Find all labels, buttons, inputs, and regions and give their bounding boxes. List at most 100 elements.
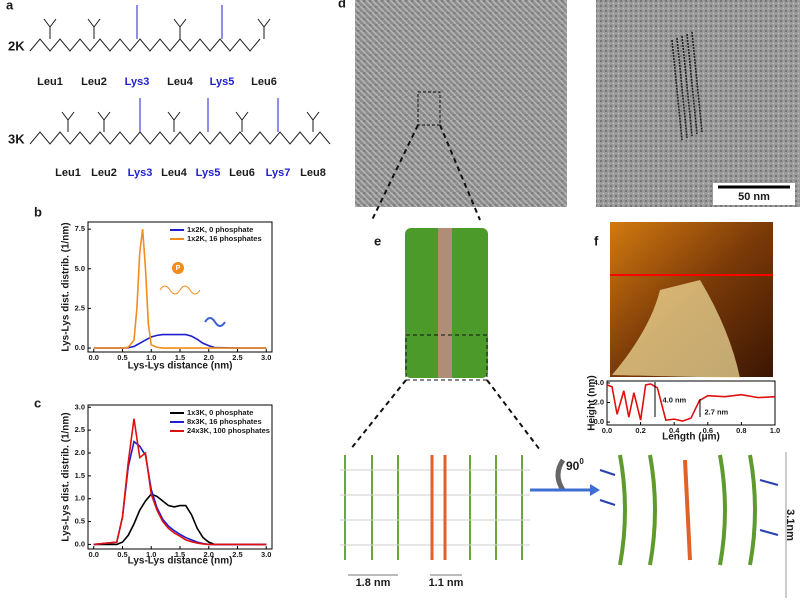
peptide-name: 2K (8, 38, 25, 53)
rotation-angle: 90 (566, 459, 580, 473)
side-chain (43, 18, 57, 39)
y-axis-label: Lys-Lys dist. distrib. (1/nm) (61, 412, 72, 541)
x-tick-label: 1.0 (146, 353, 156, 362)
rotation-icon (555, 458, 566, 492)
panel-label: b (34, 204, 42, 219)
peptide-name: 3K (8, 131, 25, 146)
x-tick-label: 0.5 (117, 353, 127, 362)
backbone (29, 131, 331, 145)
residue-label: Leu6 (251, 76, 277, 88)
x-tick-label: 2.0 (204, 550, 214, 559)
side-chain (306, 111, 320, 132)
x-tick-label: 0.0 (602, 426, 612, 435)
zoom-lines (371, 124, 481, 221)
y-tick-label: 4.0 (594, 378, 604, 387)
x-tick-label: 2.5 (232, 550, 242, 559)
afm-feature (612, 280, 740, 378)
residue-label: Lys5 (210, 76, 235, 88)
legend-label: 1x3K, 0 phosphate (187, 408, 253, 417)
dimension-label: 1.8 nm (356, 577, 391, 589)
residue-label: Leu2 (91, 167, 117, 179)
x-axis-label: Length (μm) (662, 432, 720, 443)
x-tick-label: 1.5 (175, 550, 185, 559)
data-line (93, 418, 267, 546)
lys-cartoon (159, 285, 201, 295)
legend-label: 1x2K, 0 phosphate (187, 225, 253, 234)
y-tick-label: 2.0 (75, 448, 85, 457)
rotation-label: 900 (566, 457, 584, 473)
panel-label: d (338, 0, 346, 10)
y-tick-label: 7.5 (75, 224, 85, 233)
residue-label: Lys7 (266, 167, 291, 179)
zoom-lines (349, 379, 541, 451)
x-axis-label: Lys-Lys distance (nm) (128, 361, 233, 372)
tem-image (355, 0, 567, 207)
y-tick-label: 3.0 (75, 402, 85, 411)
charts: 0.0 0.5 1.0 1.5 2.0 2.5 3.00.02.55.07.5Lys-Lys… (61, 221, 780, 567)
residue-label: Lys3 (125, 76, 150, 88)
residue-label: Leu8 (300, 167, 326, 179)
dimension-label: 3.1nm (784, 509, 796, 541)
arrow-head (590, 484, 600, 496)
x-tick-label: 1.0 (146, 550, 156, 559)
zoom-box (417, 91, 441, 126)
side-chain (87, 18, 101, 39)
side-chain (235, 111, 249, 132)
panel-label: f (594, 233, 599, 248)
residue-label: Leu4 (167, 76, 194, 88)
data-line (93, 229, 267, 349)
annotation: 2.7 nm (704, 407, 728, 416)
lys-cartoon (204, 317, 226, 327)
residue-label: Lys3 (128, 167, 153, 179)
x-tick-label: 0.0 (89, 353, 99, 362)
y-axis-label: Lys-Lys dist. distrib. (1/nm) (61, 222, 72, 351)
residue-label: Leu4 (161, 167, 188, 179)
y-tick-label: 0.0 (594, 417, 604, 426)
data-line (93, 493, 267, 546)
data-line (93, 333, 267, 349)
y-axis-label: Height (nm) (587, 375, 598, 431)
residue-label: Leu1 (37, 76, 63, 88)
residue-label: Leu1 (55, 167, 81, 179)
y-tick-label: 2.5 (75, 425, 85, 434)
legend-label: 24x3K, 100 phosphates (187, 426, 270, 435)
height-arrow (654, 382, 701, 417)
phosphate-icon (172, 262, 184, 274)
x-tick-label: 0.4 (669, 426, 680, 435)
y-tick-label: 2.0 (594, 397, 604, 406)
side-chain (257, 18, 271, 39)
panel-label: c (34, 395, 41, 410)
x-tick-label: 0.6 (703, 426, 713, 435)
y-tick-label: 1.0 (75, 494, 85, 503)
phosphate-icon-label: P (176, 265, 181, 272)
scale-bar-label: 50 nm (738, 191, 770, 203)
legend-label: 1x2K, 16 phosphates (187, 234, 262, 243)
side-chain (97, 111, 111, 132)
x-tick-label: 3.0 (261, 550, 271, 559)
side-chain (61, 111, 75, 132)
x-tick-label: 3.0 (261, 353, 271, 362)
side-chain (173, 18, 187, 39)
y-tick-label: 2.5 (75, 303, 85, 312)
tem-image (596, 0, 800, 207)
residue-label: Lys5 (196, 167, 221, 179)
y-tick-label: 0.5 (75, 517, 85, 526)
x-tick-label: 1.0 (770, 426, 780, 435)
residue-label: Leu2 (81, 76, 107, 88)
x-tick-label: 2.0 (204, 353, 214, 362)
panel-label: e (374, 233, 381, 248)
molecular-model (340, 454, 779, 566)
y-tick-label: 1.5 (75, 471, 85, 480)
rotation-degree: 0 (579, 457, 584, 466)
x-tick-label: 0.2 (635, 426, 645, 435)
data-line (606, 383, 776, 422)
residue-label: Leu6 (229, 167, 255, 179)
side-chain (167, 111, 181, 132)
dimension-label: 1.1 nm (429, 577, 464, 589)
x-tick-label: 1.5 (175, 353, 185, 362)
annotation: 4.0 nm (662, 396, 686, 405)
y-tick-label: 5.0 (75, 264, 85, 273)
x-tick-label: 0.5 (117, 550, 127, 559)
x-axis-label: Lys-Lys distance (nm) (128, 556, 233, 567)
